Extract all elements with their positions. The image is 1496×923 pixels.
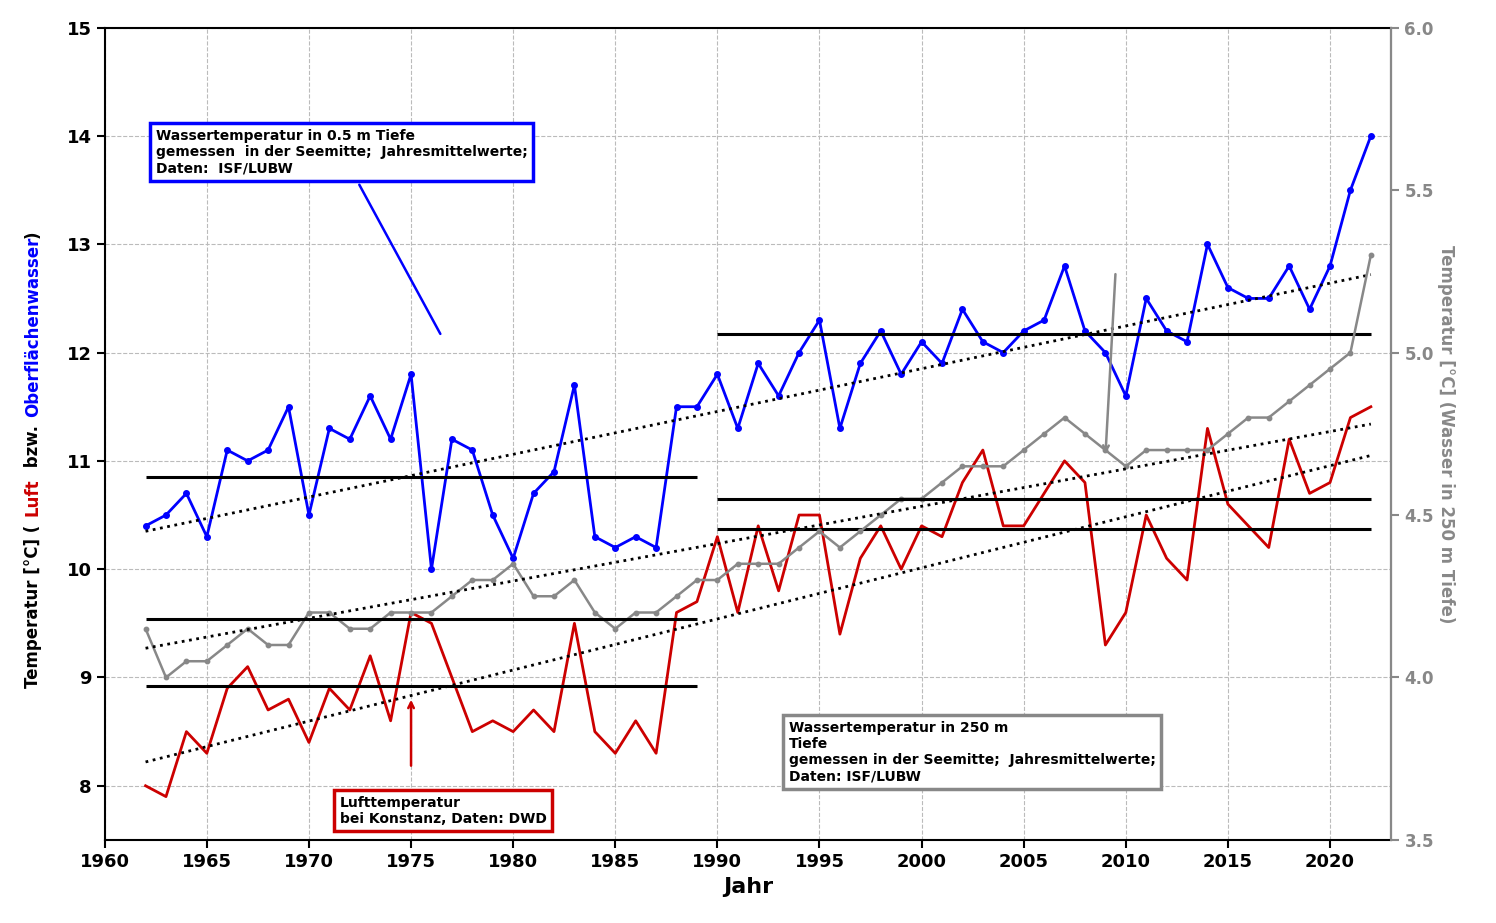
Text: Temperatur [°C] (: Temperatur [°C] ( (24, 524, 42, 688)
Text: Wassertemperatur in 250 m
Tiefe
gemessen in der Seemitte;  Jahresmittelwerte;
Da: Wassertemperatur in 250 m Tiefe gemessen… (788, 721, 1156, 784)
Text: Oberflächenwasser: Oberflächenwasser (24, 237, 42, 417)
Text: Lufttemperatur
bei Konstanz, Daten: DWD: Lufttemperatur bei Konstanz, Daten: DWD (340, 796, 546, 826)
Text: bzw.: bzw. (24, 419, 42, 473)
X-axis label: Jahr: Jahr (723, 877, 773, 896)
Text: Luft: Luft (24, 479, 42, 517)
Text: ): ) (24, 231, 42, 238)
Text: Wassertemperatur in 0.5 m Tiefe
gemessen  in der Seemitte;  Jahresmittelwerte;
D: Wassertemperatur in 0.5 m Tiefe gemessen… (156, 129, 528, 334)
Y-axis label: Temperatur [°C] (Wasser in 250 m Tiefe): Temperatur [°C] (Wasser in 250 m Tiefe) (1436, 245, 1454, 623)
